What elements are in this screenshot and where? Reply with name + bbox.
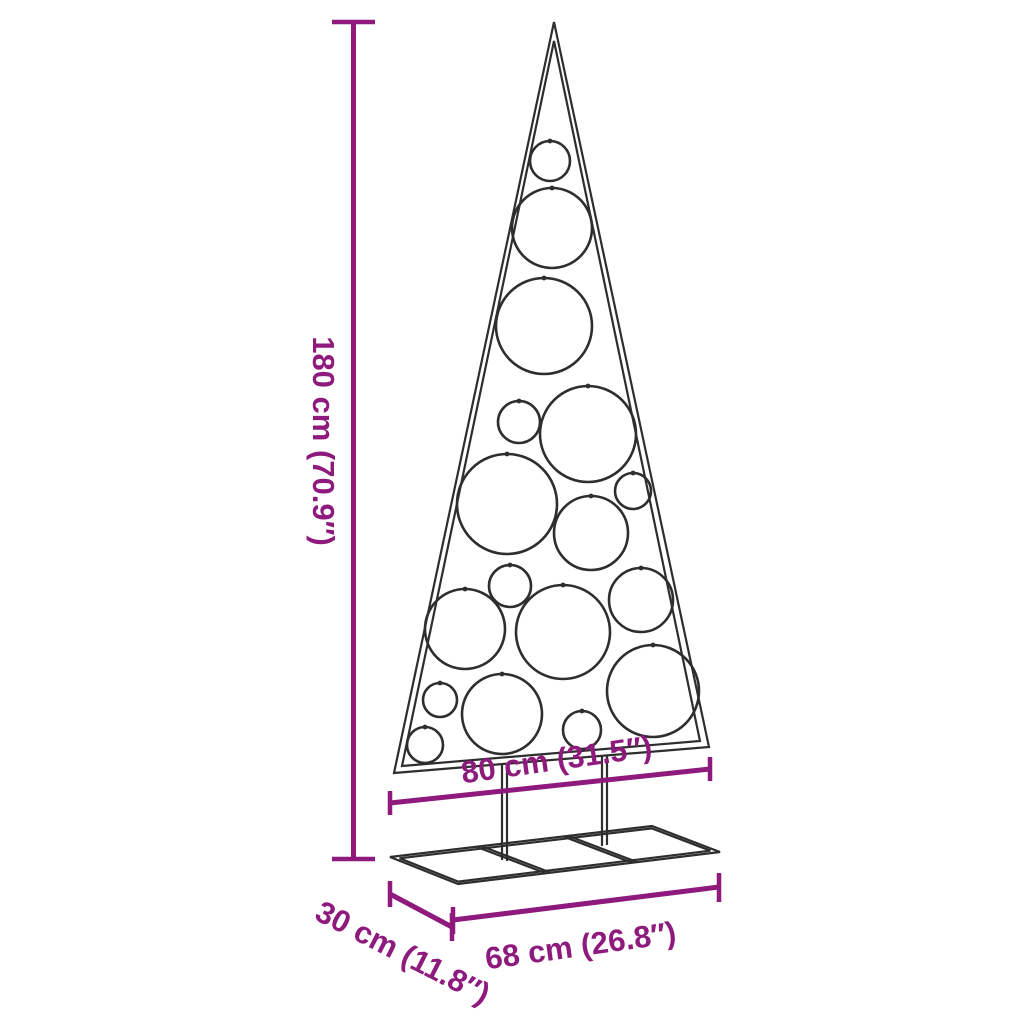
base-length-dimension-label: 68 cm (26.8″) <box>483 915 678 976</box>
ornament-circle <box>487 563 533 609</box>
ornament-circle <box>510 186 594 270</box>
ornament-circle <box>423 587 507 671</box>
ornament-circles <box>405 139 701 765</box>
height-dimension: 180 cm (70.9″) <box>306 19 375 862</box>
ornament-circle <box>460 672 544 756</box>
ornament-circle <box>538 384 638 484</box>
ornament-circle <box>494 276 594 376</box>
tree-outline-outer <box>392 21 711 775</box>
width-dimension: 80 cm (31.5″) <box>387 729 713 815</box>
ornament-circle <box>552 494 630 572</box>
dimension-line <box>388 891 454 930</box>
ornament-circle <box>613 471 653 511</box>
base-length-dimension: 68 cm (26.8″) <box>450 873 722 976</box>
ornament-circle <box>607 566 675 634</box>
ornament-circle <box>421 681 459 719</box>
height-dimension-label: 180 cm (70.9″) <box>306 336 341 546</box>
width-dimension-label: 80 cm (31.5″) <box>459 729 654 790</box>
dimension-line <box>389 766 711 806</box>
ornament-circle <box>405 725 445 765</box>
base-crossbars <box>476 835 638 875</box>
ornament-circle <box>496 399 542 445</box>
weld-dots <box>422 138 656 730</box>
dimension-line <box>452 884 720 923</box>
ornament-circle <box>455 452 559 556</box>
base-depth-dimension-label: 30 cm (11.8″) <box>310 894 496 1012</box>
tree-frame <box>392 21 711 861</box>
tree-outline <box>392 21 711 775</box>
ornament-circle <box>514 583 612 681</box>
ornament-circle <box>605 643 701 739</box>
base-depth-dimension: 30 cm (11.8″) <box>310 881 496 1012</box>
ornament-circle <box>528 139 572 183</box>
tree-outline-inner <box>400 40 702 768</box>
stand-base <box>389 824 721 886</box>
